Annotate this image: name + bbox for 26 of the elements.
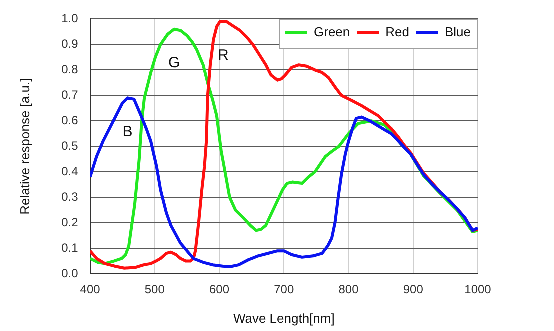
x-tick-label: 700 xyxy=(274,282,294,297)
annotation: B xyxy=(122,123,133,140)
y-tick-label: 0.3 xyxy=(62,190,79,204)
x-axis-title: Wave Length[nm] xyxy=(233,310,335,326)
y-tick-label: 0.8 xyxy=(62,62,79,76)
y-tick-label: 0.2 xyxy=(62,215,79,230)
y-tick-label: 0.0 xyxy=(62,266,79,280)
y-tick-label: 0.6 xyxy=(62,113,79,128)
x-tick-label: 400 xyxy=(80,282,101,297)
y-tick-label: 0.5 xyxy=(62,138,79,153)
x-tick-label: 500 xyxy=(144,282,166,297)
y-tick-label: 1.0 xyxy=(62,12,79,26)
annotation: R xyxy=(218,46,229,64)
x-tick-label: 900 xyxy=(403,282,424,297)
y-tick-label: 0.7 xyxy=(62,88,79,102)
y-tick-label: 0.9 xyxy=(62,36,79,51)
legend-label: Green xyxy=(314,24,350,40)
x-tick-label: 800 xyxy=(338,282,360,297)
x-tick-label: 600 xyxy=(210,282,230,297)
legend-label: Blue xyxy=(444,24,472,40)
y-axis-title: Relative response [a.u.] xyxy=(17,78,32,215)
x-tick-label: 1000 xyxy=(464,282,492,297)
annotation: G xyxy=(168,54,180,72)
legend-label: Red xyxy=(386,24,410,40)
y-tick-label: 0.4 xyxy=(62,164,79,178)
y-tick-label: 0.1 xyxy=(62,240,79,255)
